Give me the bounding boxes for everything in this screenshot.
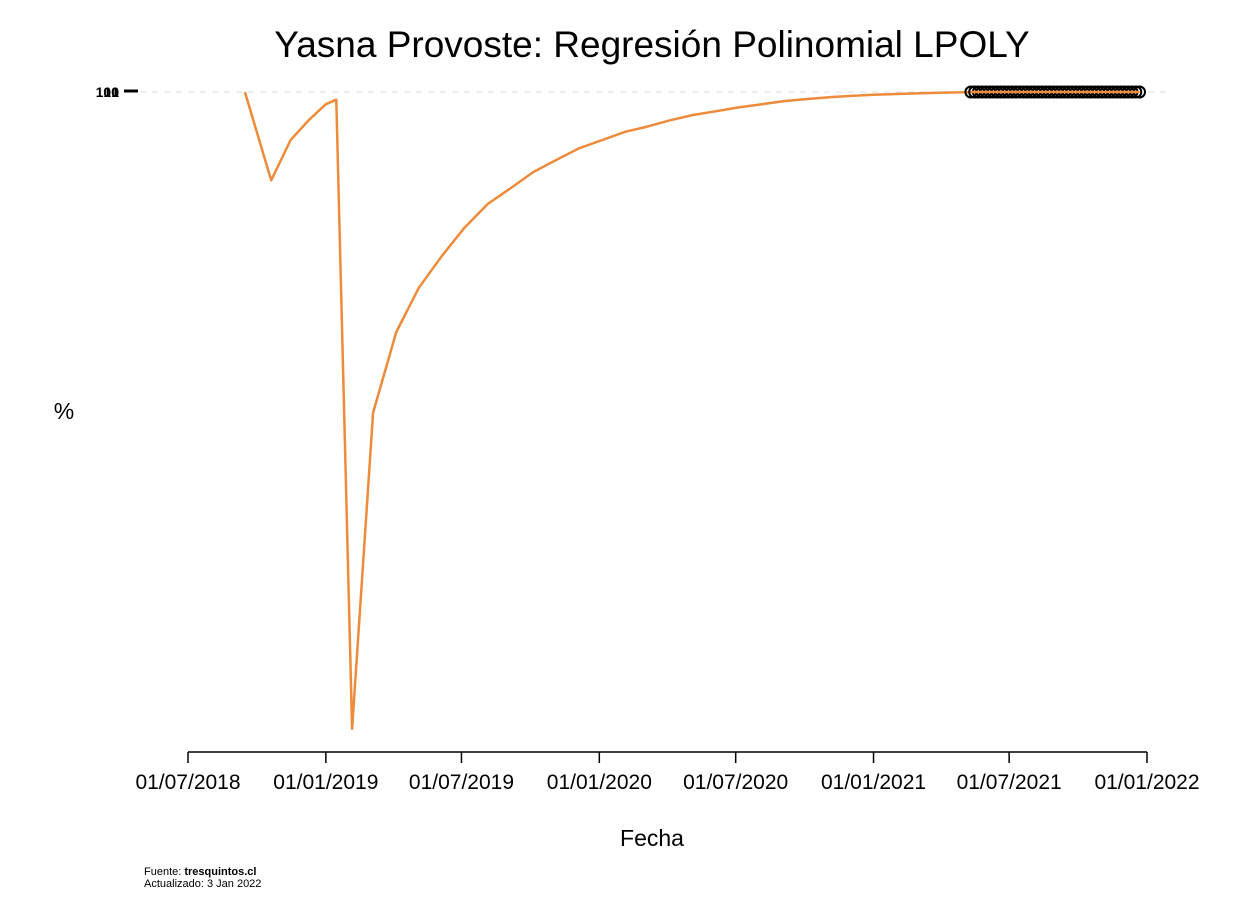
x-tick-label: 01/07/2018 bbox=[135, 771, 240, 794]
x-tick-label: 01/01/2020 bbox=[547, 771, 652, 794]
y-axis: 1 10 100 bbox=[96, 84, 138, 100]
x-tick-label: 01/01/2021 bbox=[821, 771, 926, 794]
y-tick-label: 10 bbox=[103, 84, 119, 100]
x-tick-label: 01/07/2019 bbox=[409, 771, 514, 794]
plot-area bbox=[243, 85, 1146, 731]
y-tick-label: 1 bbox=[111, 84, 119, 100]
source-line: Fuente: tresquintos.cl bbox=[144, 866, 261, 878]
updated-line: Actualizado: 3 Jan 2022 bbox=[144, 878, 262, 890]
y-tick-label: 100 bbox=[96, 84, 120, 100]
source-prefix: Fuente: bbox=[144, 866, 185, 878]
series-line bbox=[243, 90, 1127, 731]
x-tick-label: 01/07/2021 bbox=[957, 771, 1062, 794]
x-axis: 01/07/2018 01/01/2019 01/07/2019 01/01/2020… bbox=[135, 751, 1200, 794]
x-axis-label: Fecha bbox=[620, 825, 684, 851]
x-tick-label: 01/07/2020 bbox=[683, 771, 788, 794]
chart-title: Yasna Provoste: Regresión Polinomial LPO… bbox=[274, 24, 1029, 65]
x-tick-label: 01/01/2022 bbox=[1094, 771, 1199, 794]
x-tick-label: 01/01/2019 bbox=[273, 771, 378, 794]
y-axis-label: % bbox=[54, 398, 74, 424]
source-site: tresquintos.cl bbox=[184, 866, 257, 878]
source-note: Fuente: tresquintos.cl Actualizado: 3 Ja… bbox=[144, 866, 261, 890]
